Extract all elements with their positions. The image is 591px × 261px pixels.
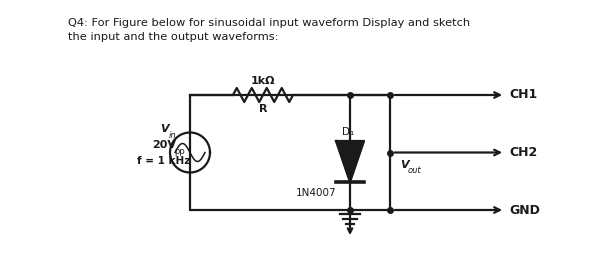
Text: CH1: CH1 — [509, 88, 537, 102]
Text: the input and the output waveforms:: the input and the output waveforms: — [68, 32, 278, 42]
Text: in: in — [169, 130, 177, 139]
Text: f = 1 kHz: f = 1 kHz — [137, 156, 191, 165]
Text: 20V: 20V — [152, 140, 176, 151]
Text: Q4: For Figure below for sinusoidal input waveform Display and sketch: Q4: For Figure below for sinusoidal inpu… — [68, 18, 470, 28]
Text: 1kΩ: 1kΩ — [251, 76, 275, 86]
Text: pp: pp — [174, 146, 185, 156]
Text: R: R — [259, 104, 267, 114]
Text: CH2: CH2 — [509, 146, 537, 159]
Text: D₁: D₁ — [342, 127, 354, 137]
Text: V: V — [400, 161, 408, 170]
Text: V: V — [160, 124, 168, 134]
Text: out: out — [408, 166, 421, 175]
Text: 1N4007: 1N4007 — [296, 188, 336, 198]
Text: GND: GND — [509, 204, 540, 217]
Polygon shape — [336, 141, 364, 182]
